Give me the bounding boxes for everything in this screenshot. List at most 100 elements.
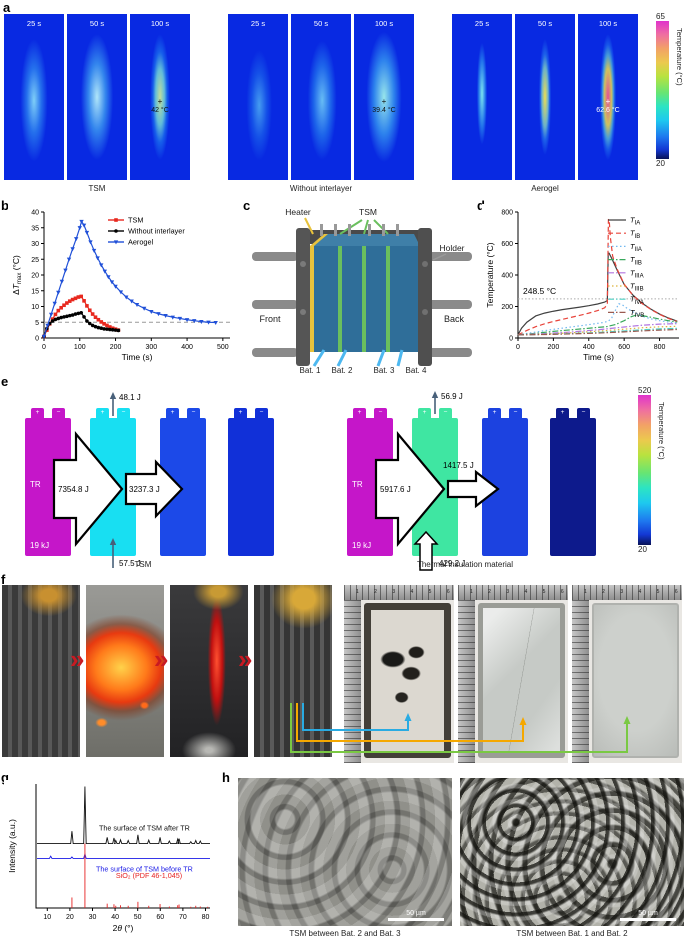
- bottom-gain-value: 429.2 J: [439, 559, 465, 568]
- thermal-image: 100 s +62.6 °C: [578, 14, 638, 180]
- svg-text:0: 0: [516, 344, 520, 351]
- thermal-image: 25 s: [4, 14, 64, 180]
- secondary-heat-value: 1417.5 J: [443, 461, 474, 470]
- svg-text:248.5 °C: 248.5 °C: [523, 286, 556, 296]
- photo-venting: [170, 585, 248, 757]
- thermal-image: 25 s: [452, 14, 512, 180]
- thermal-image: 50 s: [291, 14, 351, 180]
- svg-text:The surface of TSM after TR: The surface of TSM after TR: [99, 824, 190, 833]
- svg-text:30: 30: [31, 241, 39, 248]
- svg-text:Aerogel: Aerogel: [128, 238, 154, 247]
- svg-text:35: 35: [31, 225, 39, 232]
- battery-terminal-minus: −: [187, 408, 200, 418]
- svg-text:800: 800: [654, 344, 666, 351]
- bat2-pointer: [336, 349, 348, 367]
- colorbar-min: 20: [638, 545, 647, 554]
- top-loss-arrowhead: [431, 391, 439, 398]
- sem-image-porous: 50 µm: [460, 778, 684, 926]
- top-loss-value: 56.9 J: [441, 392, 463, 401]
- svg-text:Time (s): Time (s): [583, 352, 614, 362]
- svg-text:0: 0: [42, 344, 46, 351]
- svg-text:600: 600: [618, 344, 630, 351]
- tsm-pad: [592, 603, 679, 758]
- group-caption: TSM: [134, 560, 152, 569]
- colorbar-label: Temperature (°C): [675, 28, 684, 86]
- time-label: 100 s: [150, 19, 170, 28]
- svg-text:600: 600: [501, 241, 513, 248]
- svg-text:400: 400: [501, 273, 513, 280]
- top-loss-value: 48.1 J: [119, 393, 141, 402]
- svg-text:TIIIA: TIIIA: [630, 268, 644, 279]
- holder-rod: [252, 252, 298, 261]
- sem-caption: TSM between Bat. 2 and Bat. 3: [289, 929, 401, 938]
- ruler-vertical: [458, 600, 475, 763]
- svg-text:400: 400: [181, 344, 193, 351]
- bottom-loss-arrowhead: [109, 538, 117, 545]
- panel-label-a: a: [3, 0, 11, 15]
- panel-label-d: d: [477, 198, 485, 213]
- battery-stack-top: [310, 234, 420, 246]
- bat3-pointer: [376, 349, 386, 367]
- svg-text:70: 70: [179, 914, 187, 921]
- panel-label-f: f: [1, 572, 6, 587]
- bolt: [422, 261, 428, 267]
- bat4-label: Bat. 4: [406, 366, 427, 374]
- battery-terminal-plus: +: [556, 408, 569, 418]
- photo-after-tr: [254, 585, 332, 757]
- tsm-label: TSM: [359, 207, 377, 217]
- time-label: 100 s: [598, 19, 618, 28]
- thermocouple-pin: [396, 224, 399, 236]
- tr-label: TR: [30, 480, 41, 489]
- thermocouple-pin: [334, 224, 337, 236]
- secondary-heat-value: 3237.3 J: [129, 485, 160, 494]
- main-heat-value: 7354.8 J: [58, 485, 89, 494]
- battery-terminal-plus: +: [488, 408, 501, 418]
- main-heat-value: 5917.6 J: [380, 485, 411, 494]
- panel-c-schematic: Heater TSM Holder Front Back Bat. 1 Bat.…: [250, 202, 475, 374]
- svg-text:Time (s): Time (s): [122, 352, 153, 362]
- frame-left-post: [296, 228, 310, 366]
- bolt: [300, 261, 306, 267]
- svg-text:TIIA: TIIA: [630, 242, 642, 253]
- battery-terminal-minus: −: [577, 408, 590, 418]
- heat-flow-arrows: 5917.6 J 1417.5 J 56.9 J 429.2 J: [374, 391, 500, 571]
- chevron-right-icon: »: [154, 644, 169, 674]
- ir-group-tsm: 25 s 50 s 100 s +42 °C TSM: [4, 14, 190, 193]
- svg-text:TIVB: TIVB: [630, 308, 644, 319]
- svg-text:20: 20: [66, 914, 74, 921]
- front-label: Front: [259, 314, 281, 324]
- scale-bar: 50 µm: [388, 910, 444, 921]
- battery-terminal-plus: +: [166, 408, 179, 418]
- time-label: 50 s: [313, 19, 329, 28]
- group-caption: Without interlayer: [289, 184, 353, 193]
- holder-rod: [426, 252, 472, 261]
- holder-rod: [252, 348, 298, 357]
- svg-text:80: 80: [202, 914, 210, 921]
- svg-text:40: 40: [31, 210, 39, 217]
- holder-rod: [426, 300, 472, 309]
- svg-text:TSM: TSM: [128, 216, 143, 225]
- svg-text:200: 200: [548, 344, 560, 351]
- energy-flow-tsm: + − TR 19 kJ + − + − + − 7354.8 J 3237.3…: [18, 386, 318, 578]
- tsm-sample-damaged: 1 2 3 4 5 6: [458, 585, 568, 763]
- time-label: 25 s: [250, 19, 266, 28]
- svg-text:25: 25: [31, 257, 39, 264]
- svg-text:2θ (°): 2θ (°): [113, 923, 134, 933]
- svg-text:400: 400: [583, 344, 595, 351]
- battery-terminal-minus: −: [52, 408, 65, 418]
- bat1-label: Bat. 1: [300, 366, 321, 374]
- heater-strip: [310, 234, 328, 246]
- ir-group-aerogel: 25 s 50 s 100 s +62.6 °C Aerogel: [452, 14, 638, 193]
- svg-text:TIIIB: TIIIB: [630, 282, 644, 293]
- svg-text:500: 500: [217, 344, 229, 351]
- svg-text:TIVA: TIVA: [630, 295, 644, 306]
- battery-terminal-minus: −: [374, 408, 387, 418]
- colorbar-a: 65 20 Temperature (°C): [656, 12, 684, 168]
- colorbar-min: 20: [656, 159, 665, 168]
- thermal-image: 25 s: [228, 14, 288, 180]
- ruler-vertical: [344, 600, 361, 763]
- svg-text:TIA: TIA: [630, 216, 640, 227]
- tr-label: TR: [352, 480, 363, 489]
- svg-text:15: 15: [31, 288, 39, 295]
- frame-right-post: [418, 228, 432, 366]
